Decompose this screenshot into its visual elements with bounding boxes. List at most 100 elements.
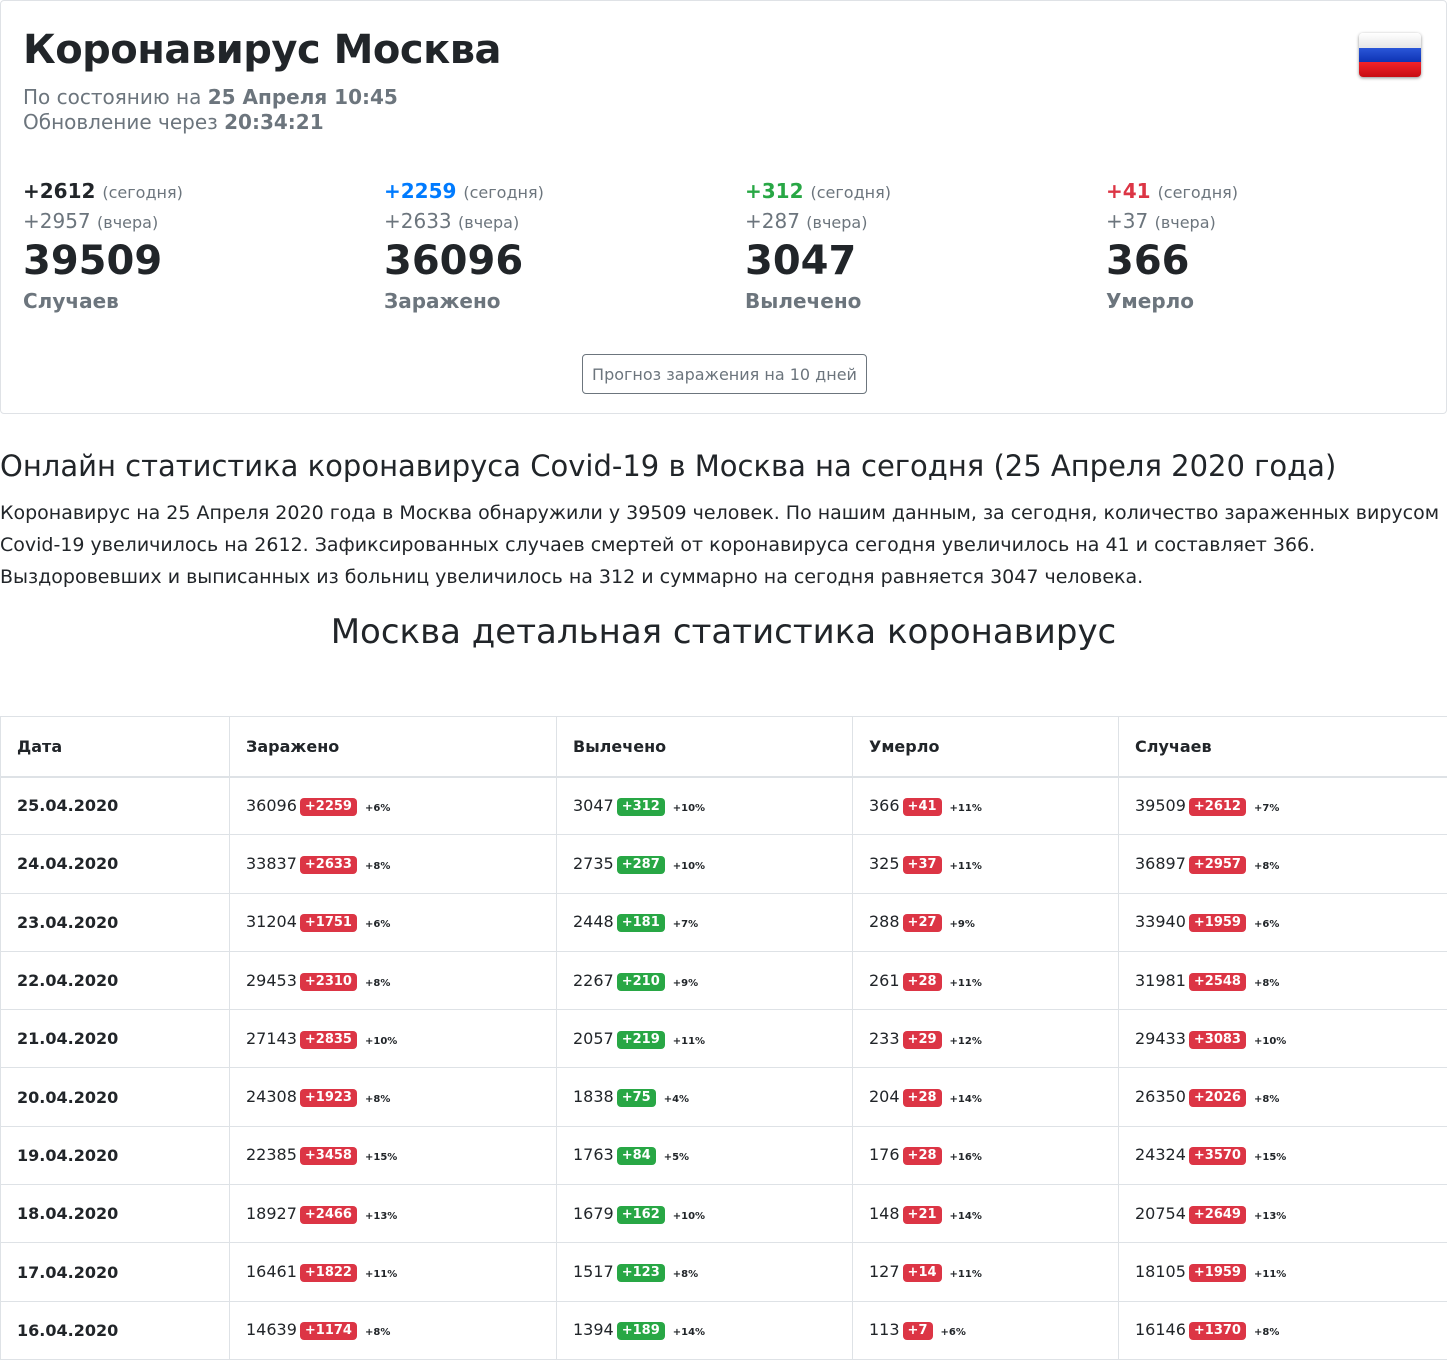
delta-badge: +162 (616, 1205, 665, 1224)
cell-recovered: 1838 +75 +4% (556, 1067, 853, 1127)
cell-value: 36897 (1135, 853, 1186, 873)
percent-change: +11% (364, 1269, 398, 1281)
cell-value: 36096 (246, 795, 297, 815)
cell-value: 39509 (1135, 795, 1186, 815)
percent-change: +8% (364, 1327, 391, 1339)
cell-value: 31981 (1135, 970, 1186, 990)
percent-change: +10% (672, 860, 706, 872)
cell-value: 31204 (246, 912, 297, 932)
stat-yesterday: +37 (вчера) (1106, 209, 1446, 233)
cell-died: 261 +28 +11% (852, 950, 1119, 1011)
stat-label: Вылечено (745, 289, 862, 313)
percent-change: +11% (672, 1035, 706, 1047)
table-row: 22.04.2020 29453 +2310 +8% 2267 +210 +9% 261 +28… (0, 950, 1447, 1011)
column-header-died: Умерло (852, 716, 1119, 778)
stat-today-value: +2612 (23, 179, 96, 203)
cell-value: 26350 (1135, 1087, 1186, 1107)
update-countdown: 20:34:21 (224, 110, 324, 134)
cell-value: 325 (869, 853, 900, 873)
update-prefix: Обновление через (23, 110, 218, 134)
stat-today: +41 (сегодня) (1106, 179, 1446, 203)
table-row: 23.04.2020 31204 +1751 +6% 2448 +181 +7% 288 +27… (0, 892, 1447, 952)
cell-date: 24.04.2020 (0, 834, 230, 894)
cell-value: 204 (869, 1087, 900, 1107)
status-prefix: По состоянию на (23, 85, 202, 109)
stat-today-suffix: (сегодня) (1157, 183, 1239, 202)
cell-value: 16461 (246, 1262, 297, 1282)
stat-today-value: +41 (1106, 179, 1151, 203)
column-header-recovered: Вылечено (556, 716, 853, 778)
table-row: 17.04.2020 16461 +1822 +11% 1517 +123 +8% 127 +1… (0, 1242, 1447, 1302)
stat-yesterday-value: +2957 (23, 209, 91, 233)
percent-change: +7% (672, 919, 699, 931)
cell-value: 2448 (573, 912, 614, 932)
cell-value: 18105 (1135, 1262, 1186, 1282)
delta-badge: +2633 (299, 855, 357, 874)
stat-label: Умерло (1106, 289, 1195, 313)
delta-badge: +29 (902, 1030, 942, 1049)
cell-value: 24308 (246, 1087, 297, 1107)
cell-died: 148 +21 +14% (852, 1184, 1119, 1244)
percent-change: +11% (949, 1269, 982, 1281)
delta-badge: +1959 (1188, 914, 1246, 933)
cell-value: 2735 (573, 853, 614, 873)
delta-badge: +28 (902, 1147, 942, 1166)
delta-badge: +14 (902, 1264, 942, 1283)
cell-infected: 31204 +1751 +6% (229, 892, 557, 952)
percent-change: +6% (364, 802, 391, 814)
delta-badge: +3458 (299, 1147, 357, 1166)
stat-died: +41 (сегодня) +37 (вчера) 366 Умерло (1106, 179, 1446, 313)
delta-badge: +1959 (1188, 1264, 1246, 1283)
table-row: 20.04.2020 24308 +1923 +8% 1838 +75 +4% 204 +28 +… (0, 1067, 1447, 1127)
percent-change: +7% (1253, 802, 1280, 814)
cell-value: 1838 (573, 1087, 614, 1107)
percent-change: +6% (364, 919, 391, 931)
cell-died: 176 +28 +16% (852, 1125, 1119, 1186)
delta-badge: +123 (616, 1264, 665, 1283)
delta-badge: +287 (616, 855, 665, 874)
percent-change: +11% (949, 802, 982, 814)
cell-infected: 14639 +1174 +8% (229, 1300, 557, 1360)
delta-badge: +2835 (299, 1030, 357, 1049)
cell-value: 113 (869, 1320, 900, 1340)
delta-badge: +2649 (1188, 1205, 1246, 1224)
cell-recovered: 3047 +312 +10% (556, 775, 853, 836)
cell-value: 1517 (573, 1262, 614, 1282)
cell-cases: 24324 +3570 +15% (1118, 1125, 1447, 1186)
cell-cases: 33940 +1959 +6% (1118, 892, 1447, 952)
stat-yesterday-suffix: (вчера) (806, 213, 868, 232)
stat-yesterday-value: +2633 (384, 209, 452, 233)
percent-change: +6% (1253, 919, 1280, 931)
delta-badge: +27 (902, 914, 942, 933)
cell-died: 366 +41 +11% (852, 775, 1119, 836)
table-row: 21.04.2020 27143 +2835 +10% 2057 +219 +11% 233 +… (0, 1009, 1447, 1069)
cell-value: 2057 (573, 1028, 614, 1048)
stat-total: 39509 (23, 238, 163, 284)
percent-change: +15% (364, 1152, 398, 1164)
table-row: 25.04.2020 36096 +2259 +6% 3047 +312 +10% 366 +4… (0, 775, 1447, 836)
cell-value: 288 (869, 912, 900, 932)
cell-value: 14639 (246, 1320, 297, 1340)
forecast-button[interactable]: Прогноз заражения на 10 дней (582, 354, 867, 394)
percent-change: +8% (364, 860, 391, 872)
percent-change: +8% (1253, 1327, 1280, 1339)
cell-value: 233 (869, 1028, 900, 1048)
cell-died: 113 +7 +6% (852, 1300, 1119, 1360)
table-row: 16.04.2020 14639 +1174 +8% 1394 +189 +14% 113 +7… (0, 1300, 1447, 1360)
column-header-date: Дата (0, 716, 230, 778)
delta-badge: +28 (902, 1089, 942, 1108)
stat-yesterday-suffix: (вчера) (458, 213, 520, 232)
cell-date: 21.04.2020 (0, 1009, 230, 1069)
table-row: 18.04.2020 18927 +2466 +13% 1679 +162 +10% 148 +… (0, 1184, 1447, 1244)
cell-cases: 29433 +3083 +10% (1118, 1009, 1447, 1069)
cell-infected: 18927 +2466 +13% (229, 1184, 557, 1244)
delta-badge: +21 (902, 1205, 942, 1224)
delta-badge: +2259 (299, 797, 357, 816)
percent-change: +4% (663, 1094, 690, 1106)
online-stats-text: Коронавирус на 25 Апреля 2020 года в Мос… (0, 502, 1440, 588)
percent-change: +15% (1253, 1152, 1287, 1164)
table-row: 24.04.2020 33837 +2633 +8% 2735 +287 +10% 325 +3… (0, 834, 1447, 894)
delta-badge: +1822 (299, 1264, 357, 1283)
cell-value: 1679 (573, 1203, 614, 1223)
cell-date: 25.04.2020 (0, 775, 230, 836)
